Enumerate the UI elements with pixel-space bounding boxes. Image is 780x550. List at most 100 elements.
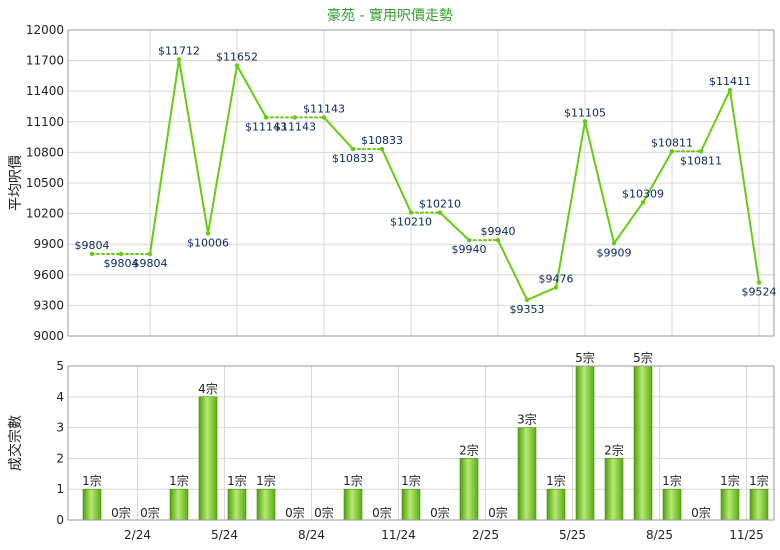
price-point xyxy=(321,115,327,120)
volume-data-label: 1宗 xyxy=(227,473,247,488)
volume-bar xyxy=(227,488,247,521)
price-data-label: $11143 xyxy=(245,120,287,133)
price-line-segment xyxy=(526,286,557,301)
volume-data-label: 0宗 xyxy=(111,505,131,520)
volume-bar xyxy=(633,365,653,521)
volume-data-label: 1宗 xyxy=(662,473,682,488)
price-data-label: $10811 xyxy=(651,136,693,149)
volume-x-tick-label: 8/24 xyxy=(298,528,325,542)
price-point xyxy=(263,115,269,120)
price-point xyxy=(89,251,95,257)
price-y-tick-label: 12000 xyxy=(26,23,64,37)
price-data-label: $10210 xyxy=(390,216,432,229)
price-point xyxy=(176,57,182,62)
volume-data-label: 2宗 xyxy=(459,442,479,457)
volume-bar xyxy=(749,488,769,521)
volume-data-label: 1宗 xyxy=(720,473,740,488)
price-data-label: $10811 xyxy=(680,154,722,167)
price-y-tick-label: 9900 xyxy=(33,237,64,251)
price-y-tick-label: 10500 xyxy=(26,176,64,190)
price-point xyxy=(118,251,124,257)
volume-bar xyxy=(401,488,421,521)
volume-bars xyxy=(82,365,769,521)
price-point xyxy=(756,280,762,285)
price-data-label: $9804 xyxy=(104,257,139,270)
price-point xyxy=(553,285,559,290)
price-point xyxy=(408,210,414,215)
price-data-label: $10006 xyxy=(187,236,229,249)
chart-title: 豪苑 - 實用呎價走勢 xyxy=(327,7,453,24)
price-data-label: $9524 xyxy=(742,286,777,299)
volume-bar xyxy=(517,427,537,521)
volume-bar xyxy=(575,365,595,521)
price-data-label: $9940 xyxy=(452,243,487,256)
volume-x-tick-label: 11/25 xyxy=(729,528,764,542)
price-data-label: $10309 xyxy=(622,187,664,200)
volume-x-tick-label: 11/24 xyxy=(381,528,416,542)
price-data-label: $9909 xyxy=(597,246,632,259)
price-point xyxy=(727,87,733,93)
price-data-label: $11105 xyxy=(564,106,606,119)
price-y-tick-label: 11100 xyxy=(26,115,64,129)
volume-bar xyxy=(169,488,189,521)
volume-data-label: 0宗 xyxy=(285,505,305,520)
price-y-tick-labels: 12000 11700 11400 11100 10800 10500 10200 9900 9… xyxy=(26,23,64,343)
volume-bar xyxy=(256,488,276,521)
volume-bar xyxy=(343,488,363,521)
volume-y-tick-labels: 5 4 3 2 1 0 xyxy=(56,359,64,527)
volume-data-label: 0宗 xyxy=(691,505,711,520)
price-data-label: $10833 xyxy=(332,152,374,165)
price-data-label: $11411 xyxy=(709,75,751,88)
volume-x-tick-label: 5/25 xyxy=(559,528,586,542)
price-y-tick-label: 11700 xyxy=(26,54,64,68)
price-point xyxy=(379,146,385,152)
price-data-label: $11143 xyxy=(303,102,345,115)
volume-data-label: 1宗 xyxy=(343,473,363,488)
price-point xyxy=(350,146,356,152)
price-data-label: $11652 xyxy=(216,50,258,63)
volume-data-label: 5宗 xyxy=(575,350,595,365)
price-data-labels: $9804$9804$9804$11712$10006$11652$11143$… xyxy=(75,44,777,316)
price-line-segment xyxy=(381,148,412,214)
volume-y-tick-label: 0 xyxy=(56,513,64,527)
price-point xyxy=(147,251,153,257)
volume-data-label: 0宗 xyxy=(488,505,508,520)
price-point xyxy=(292,115,298,120)
price-line-segment xyxy=(642,150,673,204)
volume-plot-frame xyxy=(67,365,775,521)
price-line-segment xyxy=(497,239,528,301)
volume-y-tick-label: 3 xyxy=(56,421,64,435)
price-point xyxy=(611,241,617,246)
volume-y-tick-label: 5 xyxy=(56,359,64,373)
volume-y-tick-label: 2 xyxy=(56,451,64,465)
price-y-tick-label: 9000 xyxy=(33,329,64,343)
volume-bar xyxy=(198,396,218,521)
price-y-tick-label: 10200 xyxy=(26,207,64,221)
price-data-label: $11712 xyxy=(158,44,200,57)
volume-data-label: 0宗 xyxy=(314,505,334,520)
volume-data-label: 1宗 xyxy=(169,473,189,488)
price-line-segment xyxy=(178,58,209,235)
price-data-label: $10210 xyxy=(419,198,461,211)
price-point xyxy=(524,297,530,303)
price-y-tick-label: 10800 xyxy=(26,145,64,159)
volume-data-labels: 1宗 0宗 0宗 1宗 4宗 1宗 1宗 0宗 0宗 1宗 0宗 1宗 0宗 2宗 0宗 3宗 1宗 5宗 2宗 5宗… xyxy=(82,350,769,520)
volume-bar xyxy=(546,488,566,521)
price-data-label: $9940 xyxy=(481,225,516,238)
volume-data-label: 0宗 xyxy=(372,505,392,520)
price-y-tick-label: 9300 xyxy=(33,298,64,312)
price-line-segment xyxy=(584,120,615,245)
volume-data-label: 3宗 xyxy=(517,412,537,427)
volume-y-tick-label: 1 xyxy=(56,482,64,496)
volume-x-tick-label: 8/25 xyxy=(646,528,673,542)
price-data-label: $9353 xyxy=(510,303,545,316)
price-line-segment xyxy=(149,58,180,255)
price-plot-frame xyxy=(67,29,775,337)
volume-data-label: 1宗 xyxy=(256,473,276,488)
volume-data-label: 0宗 xyxy=(140,505,160,520)
volume-x-tick-label: 5/24 xyxy=(211,528,238,542)
volume-data-label: 1宗 xyxy=(546,473,566,488)
price-point xyxy=(698,149,704,154)
price-line-segment xyxy=(729,89,760,284)
